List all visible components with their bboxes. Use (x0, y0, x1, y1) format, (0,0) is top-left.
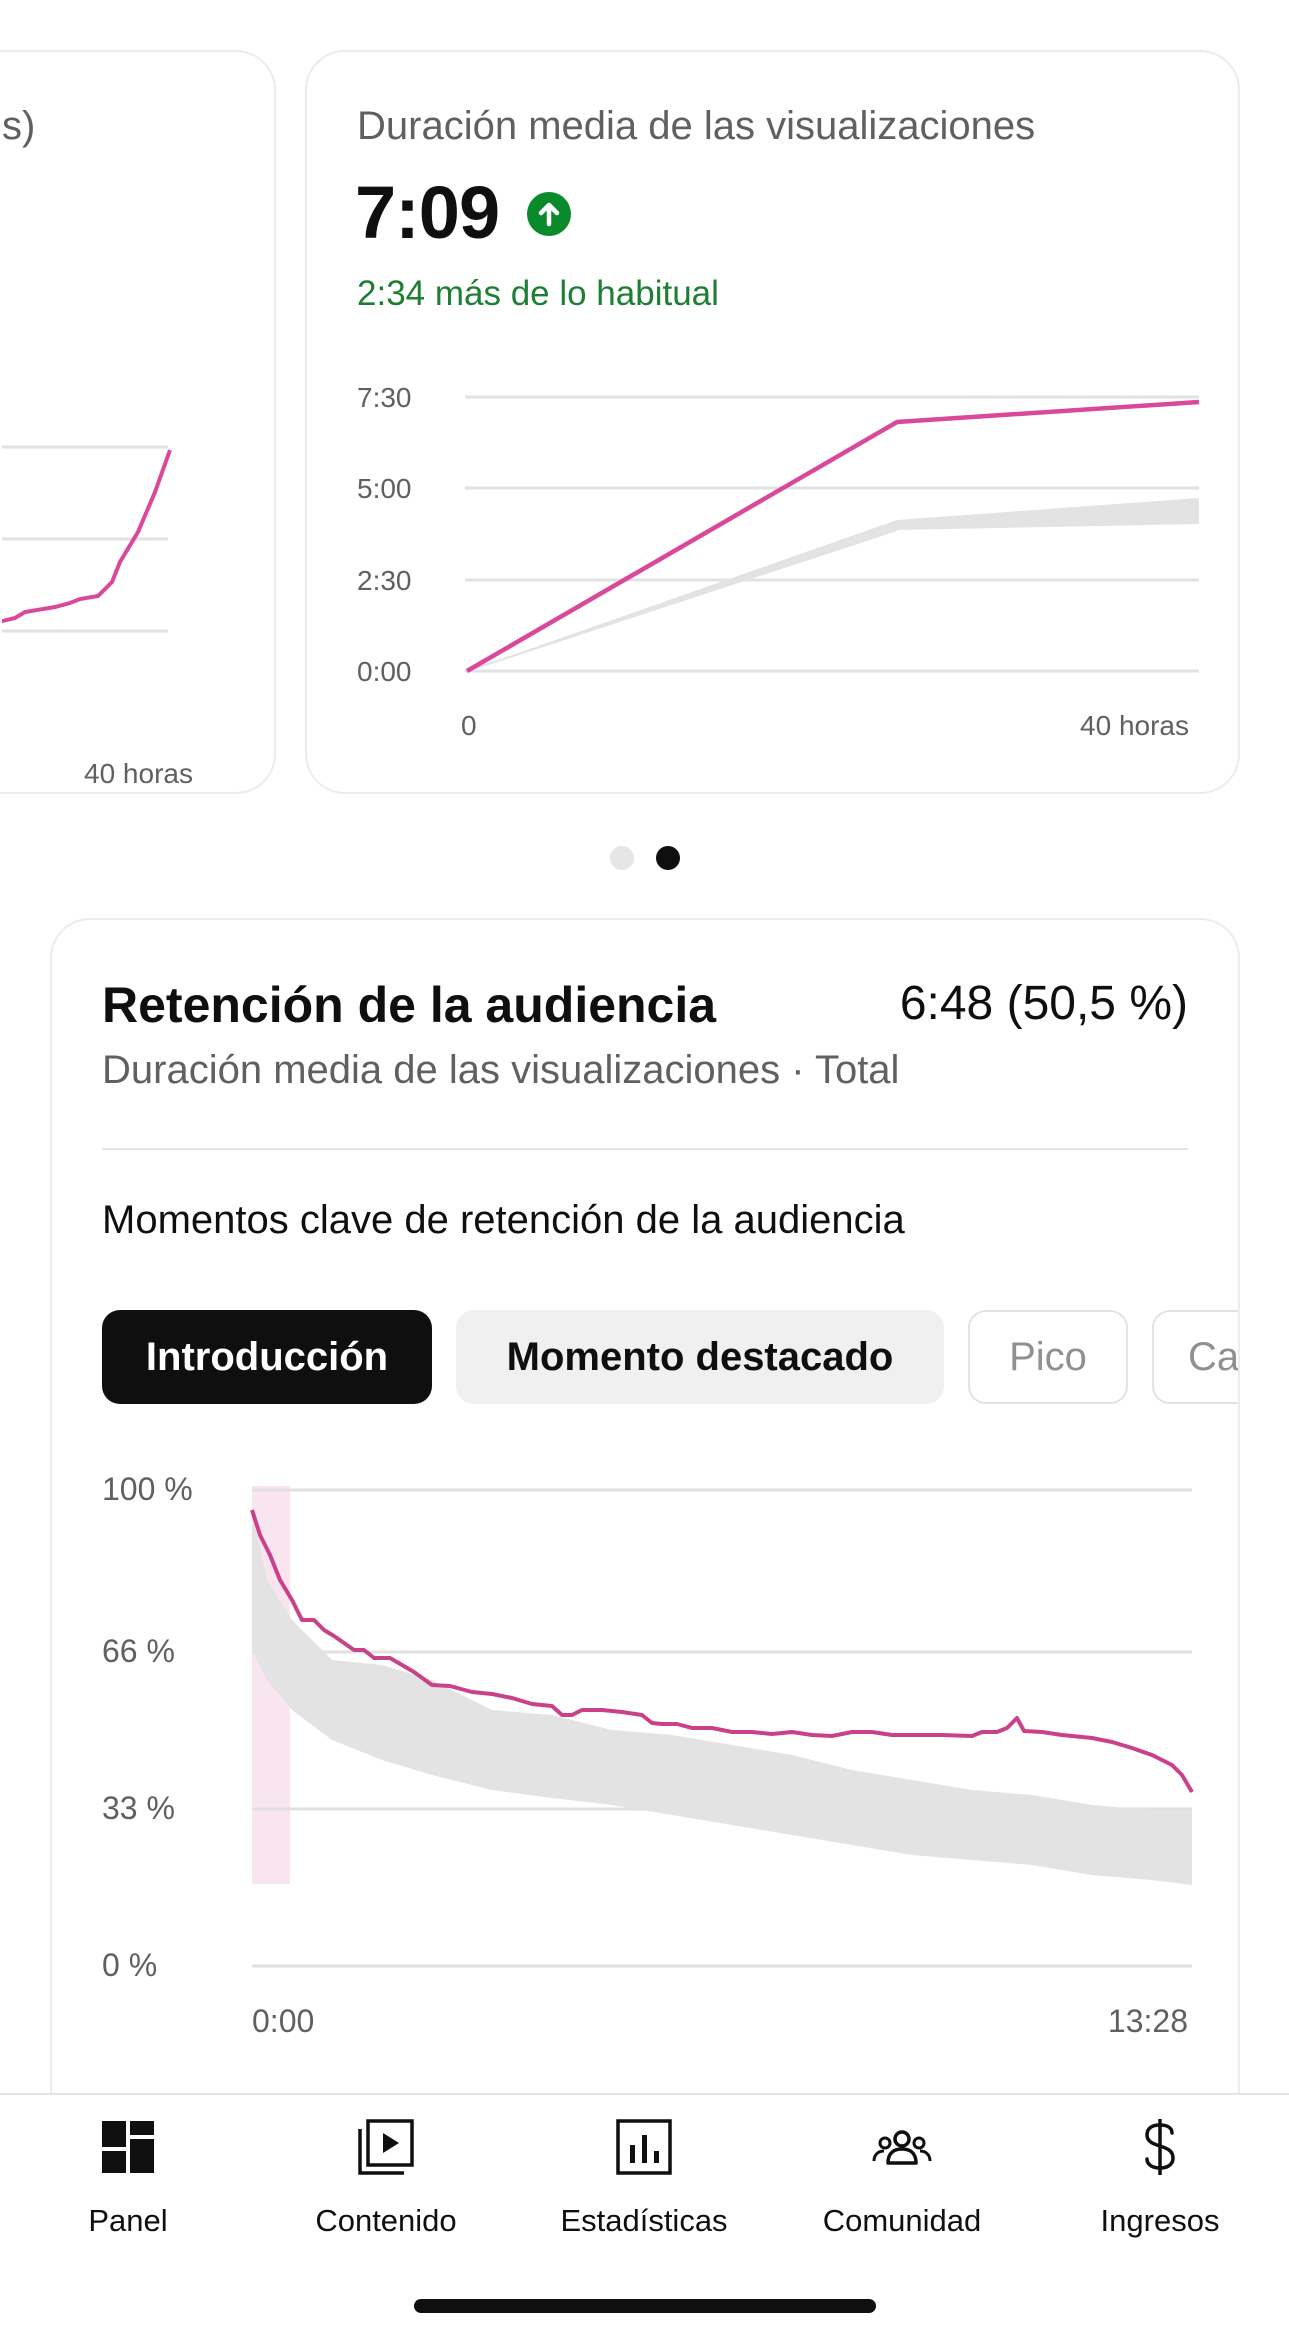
typical-range-band (467, 498, 1199, 671)
retention-chart: 100 % 66 % 33 % 0 % 0:00 13:28 (102, 1471, 1194, 2039)
community-people-icon (872, 2130, 932, 2165)
y-tick-label: 66 % (102, 1633, 175, 1669)
nav-label: Contenido (315, 2203, 457, 2238)
nav-item-panel[interactable]: Panel (8, 2095, 248, 2238)
retention-value: 6:48 (50,5 %) (899, 977, 1188, 1030)
chip-momento-destacado[interactable]: Momento destacado (456, 1310, 944, 1404)
audience-retention-card[interactable]: Retención de la audiencia 6:48 (50,5 %) … (50, 918, 1240, 2118)
nav-label: Estadísticas (560, 2203, 728, 2238)
left-chart-x-end: 40 horas (84, 758, 193, 789)
bottom-navigation: Panel Contenido Estadísticas Comunidad (0, 2093, 1289, 2339)
comparison-text: 2:34 más de lo habitual (357, 274, 719, 313)
retention-subtitle: Duración media de las visualizaciones · … (102, 1048, 900, 1092)
typical-retention-band (252, 1510, 1192, 1885)
carousel-dot-active[interactable] (656, 846, 680, 870)
avg-view-series-line (465, 399, 1200, 673)
divider (102, 1148, 1188, 1150)
views-card-partial[interactable]: s) 40 horas (0, 50, 276, 794)
y-tick-label: 7:30 (357, 382, 412, 413)
analytics-bars-icon (616, 2119, 672, 2175)
chip-introduccion[interactable]: Introducción (102, 1310, 432, 1404)
y-tick-label: 0:00 (357, 656, 412, 687)
metric-value: 7:09 (355, 171, 500, 254)
avg-view-duration-card[interactable]: Duración media de las visualizaciones 7:… (305, 50, 1240, 794)
nav-label: Panel (88, 2203, 168, 2238)
content-play-icon (358, 2119, 414, 2175)
x-tick-label: 0 (461, 710, 477, 741)
avg-view-chart: 7:30 5:00 2:30 0:00 0 40 horas (357, 382, 1200, 741)
nav-item-comunidad[interactable]: Comunidad (782, 2095, 1022, 2238)
card-title: Duración media de las visualizaciones (357, 104, 1036, 148)
dashboard-icon (102, 2121, 154, 2173)
key-moments-label: Momentos clave de retención de la audien… (102, 1198, 905, 1242)
retention-title: Retención de la audiencia (102, 977, 717, 1033)
retention-series-line (250, 1509, 1194, 1794)
y-tick-label: 2:30 (357, 565, 412, 596)
y-tick-label: 5:00 (357, 473, 412, 504)
y-tick-label: 33 % (102, 1790, 175, 1826)
y-tick-label: 0 % (102, 1947, 157, 1983)
chip-pico[interactable]: Pico (968, 1310, 1128, 1404)
x-tick-label: 40 horas (1080, 710, 1189, 741)
card-title-fragment: s) (2, 104, 36, 148)
nav-label: Comunidad (822, 2203, 982, 2238)
carousel-dot[interactable] (610, 846, 634, 870)
x-tick-label: 13:28 (1108, 2003, 1188, 2039)
moment-chips: Introducción Momento destacado Pico Ca (102, 1310, 1238, 1410)
y-tick-label: 100 % (102, 1471, 193, 1507)
nav-label: Ingresos (1100, 2203, 1220, 2238)
arrow-up-circle-icon (527, 192, 571, 236)
nav-item-contenido[interactable]: Contenido (266, 2095, 506, 2238)
left-chart (2, 445, 172, 633)
x-tick-label: 0:00 (252, 2003, 314, 2039)
dollar-icon (1145, 2119, 1175, 2175)
home-indicator[interactable] (414, 2299, 876, 2313)
chip-partial[interactable]: Ca (1152, 1310, 1238, 1404)
nav-item-estadisticas[interactable]: Estadísticas (524, 2095, 764, 2238)
nav-item-ingresos[interactable]: Ingresos (1040, 2095, 1280, 2238)
